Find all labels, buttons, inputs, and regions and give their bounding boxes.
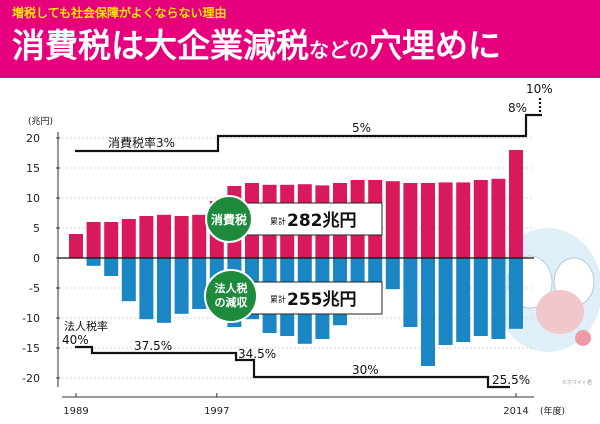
bar-consumption-tax bbox=[491, 178, 506, 258]
bar-consumption-tax bbox=[456, 182, 471, 258]
bar-corporate-tax-reduction bbox=[157, 258, 171, 323]
bar-consumption-tax bbox=[403, 183, 418, 258]
y-tick-label: 15 bbox=[26, 162, 40, 175]
x-tick-label: 1997 bbox=[204, 406, 229, 417]
callout-badge-text: の減収 bbox=[215, 295, 249, 309]
bar-corporate-tax-reduction bbox=[438, 258, 453, 345]
page-title: 消費税は大企業減税などの穴埋めに bbox=[12, 26, 501, 70]
callout-badge-text: 消費税 bbox=[211, 212, 247, 227]
y-tick-label: 10 bbox=[26, 192, 40, 205]
bar-consumption-tax bbox=[421, 183, 435, 258]
callout-badge-corporate bbox=[204, 269, 258, 323]
header-banner: 増税しても社会保障がよくならない理由 消費税は大企業減税などの穴埋めに bbox=[0, 0, 600, 78]
callout-total-value: 255兆円 bbox=[287, 290, 357, 310]
corporate-tax-rate-line bbox=[75, 345, 510, 389]
bar-consumption-tax bbox=[509, 150, 523, 258]
bar-consumption-tax bbox=[192, 214, 207, 258]
bar-consumption-tax bbox=[69, 234, 83, 258]
title-part-2: などの bbox=[309, 38, 369, 62]
bar-corporate-tax-reduction bbox=[491, 258, 506, 339]
bar-corporate-tax-reduction bbox=[121, 258, 136, 302]
y-tick-label: -10 bbox=[22, 312, 40, 325]
consumption-tax-rate-step: 10% bbox=[526, 82, 553, 96]
consumption-tax-rate-step: 5% bbox=[352, 121, 371, 135]
subtitle: 増税しても社会保障がよくならない理由 bbox=[12, 6, 227, 20]
bar-consumption-tax bbox=[121, 219, 136, 258]
bar-corporate-tax-reduction bbox=[385, 258, 400, 290]
y-tick-label: 0 bbox=[33, 252, 40, 265]
bar-consumption-tax bbox=[473, 180, 488, 258]
bar-consumption-tax bbox=[174, 216, 189, 258]
corporate-tax-rate-step: 34.5% bbox=[238, 347, 276, 361]
y-tick-label: -5 bbox=[29, 282, 40, 295]
bar-corporate-tax-reduction bbox=[473, 258, 488, 336]
bar-corporate-tax-reduction bbox=[403, 258, 418, 327]
bar-corporate-tax-reduction bbox=[104, 258, 119, 276]
bar-corporate-tax-reduction bbox=[421, 258, 435, 366]
bar-consumption-tax bbox=[438, 182, 453, 258]
x-tick-label: 1989 bbox=[63, 406, 88, 417]
bar-consumption-tax bbox=[86, 222, 101, 258]
corporate-tax-rate-step: 30% bbox=[352, 363, 379, 377]
corporate-tax-rate-label: 法人税率 bbox=[64, 319, 108, 333]
title-part-1: 消費税は大企業減税 bbox=[12, 26, 309, 65]
bar-corporate-tax-reduction bbox=[456, 258, 471, 342]
corporate-tax-rate-step: 40% bbox=[62, 333, 89, 347]
corporate-tax-rate-step: 37.5% bbox=[134, 339, 172, 353]
callout-box-consumption-total bbox=[237, 202, 383, 236]
callout-total-value: 282兆円 bbox=[287, 211, 357, 231]
corporate-tax-rate-step: 25.5% bbox=[492, 373, 530, 387]
watermark-text: ©ホワイト君 bbox=[562, 379, 592, 386]
consumption-tax-rate-line bbox=[75, 113, 542, 153]
consumption-tax-rate-label: 消費税率3% bbox=[108, 135, 175, 150]
callout-cumulative-label: 累計 bbox=[270, 294, 286, 304]
x-tick-label: 2014 bbox=[503, 406, 528, 417]
callout-cumulative-label: 累計 bbox=[270, 216, 286, 226]
bar-consumption-tax bbox=[104, 222, 119, 258]
bar-corporate-tax-reduction bbox=[509, 258, 523, 329]
consumption-tax-rate-step: 8% bbox=[508, 101, 527, 115]
bar-consumption-tax bbox=[157, 214, 171, 258]
y-tick-label: -15 bbox=[22, 342, 40, 355]
x-axis-unit-label: (年度) bbox=[540, 405, 565, 417]
callout-badge-text: 法人税 bbox=[215, 281, 248, 295]
y-tick-label: 5 bbox=[33, 222, 40, 235]
bar-corporate-tax-reduction bbox=[174, 258, 189, 314]
y-tick-label: 20 bbox=[26, 132, 40, 145]
bar-corporate-tax-reduction bbox=[139, 258, 154, 320]
bar-corporate-tax-reduction bbox=[192, 258, 207, 309]
bar-corporate-tax-reduction bbox=[86, 258, 101, 266]
y-tick-label: -20 bbox=[22, 372, 40, 385]
bar-consumption-tax bbox=[385, 181, 400, 258]
callout-badge-consumption bbox=[205, 195, 253, 243]
bar-consumption-tax bbox=[139, 216, 154, 258]
title-part-3: 穴埋めに bbox=[369, 26, 501, 65]
y-axis-unit-label: (兆円) bbox=[28, 116, 53, 127]
